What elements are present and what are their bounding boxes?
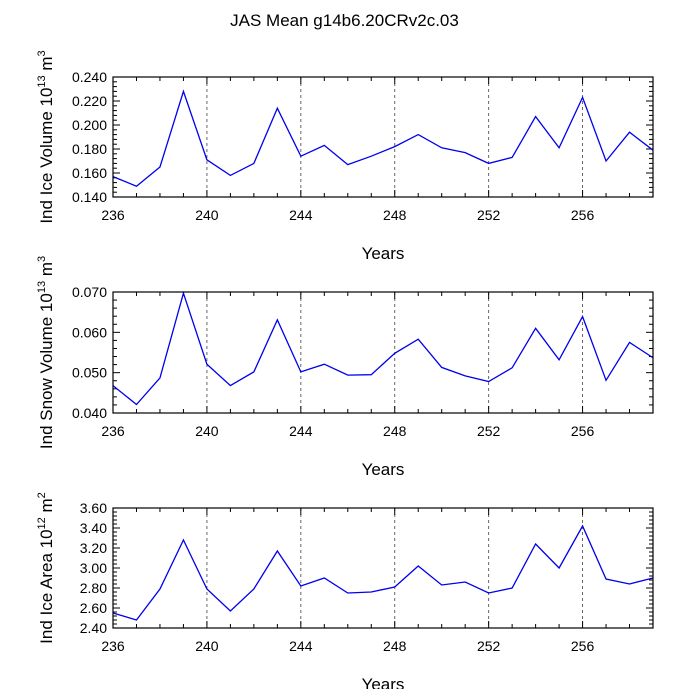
x-tick-label: 252 xyxy=(477,423,501,439)
data-series-line xyxy=(112,290,654,406)
data-series-line xyxy=(112,89,654,187)
y-tick-label: 0.040 xyxy=(72,405,107,421)
plot-frame xyxy=(112,291,654,414)
x-tick-label: 244 xyxy=(289,638,313,654)
y-tick-label: 0.140 xyxy=(72,189,107,205)
y-tick-label: 2.40 xyxy=(80,620,107,636)
chart-panel-3: 2.40 2.60 2.80 3.00 3.20 3.40 3.60 236 240 244 248… xyxy=(36,492,654,689)
y-tick-label: 3.40 xyxy=(80,520,107,536)
x-tick-label: 236 xyxy=(101,207,125,223)
y-tick-label: 3.20 xyxy=(80,540,107,556)
x-tick-label: 252 xyxy=(477,207,501,223)
y-tick-label: 3.60 xyxy=(80,500,107,516)
x-tick-label: 240 xyxy=(195,638,219,654)
x-tick-label: 256 xyxy=(571,638,595,654)
y-axis-label: Ind Ice Volume 1013 m3 xyxy=(36,50,56,223)
y-tick-label: 0.050 xyxy=(72,365,107,381)
figure-title: JAS Mean g14b6.20CRv2c.03 xyxy=(230,11,459,30)
y-tick-label: 0.240 xyxy=(72,69,107,85)
y-tick-label: 0.180 xyxy=(72,141,107,157)
x-tick-label: 248 xyxy=(383,423,407,439)
x-tick-label: 256 xyxy=(571,423,595,439)
y-tick-label: 0.200 xyxy=(72,117,107,133)
plot-frame xyxy=(112,507,654,629)
x-tick-label: 248 xyxy=(383,638,407,654)
x-tick-label: 256 xyxy=(571,207,595,223)
x-axis-label: Years xyxy=(362,675,405,689)
x-axis-label: Years xyxy=(362,460,405,479)
chart-panel-2: 0.040 0.050 0.060 0.070 236 240 244 248 252 256 Ye… xyxy=(36,256,654,479)
y-tick-label: 0.220 xyxy=(72,93,107,109)
x-tick-label: 240 xyxy=(195,423,219,439)
y-axis-label: Ind Snow Volume 1013 m3 xyxy=(36,256,56,449)
y-axis-label: Ind Ice Area 1012 m2 xyxy=(36,492,56,644)
y-tick-label: 2.60 xyxy=(80,600,107,616)
chart-panel-1: 0.140 0.160 0.180 0.200 0.220 0.240 236 240 244 2… xyxy=(36,50,654,263)
x-tick-label: 248 xyxy=(383,207,407,223)
x-tick-label: 244 xyxy=(289,207,313,223)
y-tick-label: 0.060 xyxy=(72,324,107,340)
x-tick-label: 252 xyxy=(477,638,501,654)
y-tick-label: 3.00 xyxy=(80,560,107,576)
plot-frame xyxy=(112,76,654,198)
x-tick-label: 236 xyxy=(101,423,125,439)
data-series-line xyxy=(112,524,654,621)
x-axis-label: Years xyxy=(362,244,405,263)
x-tick-label: 236 xyxy=(101,638,125,654)
y-tick-label: 0.160 xyxy=(72,165,107,181)
y-tick-label: 2.80 xyxy=(80,580,107,596)
x-tick-label: 240 xyxy=(195,207,219,223)
x-tick-label: 244 xyxy=(289,423,313,439)
y-tick-label: 0.070 xyxy=(72,284,107,300)
